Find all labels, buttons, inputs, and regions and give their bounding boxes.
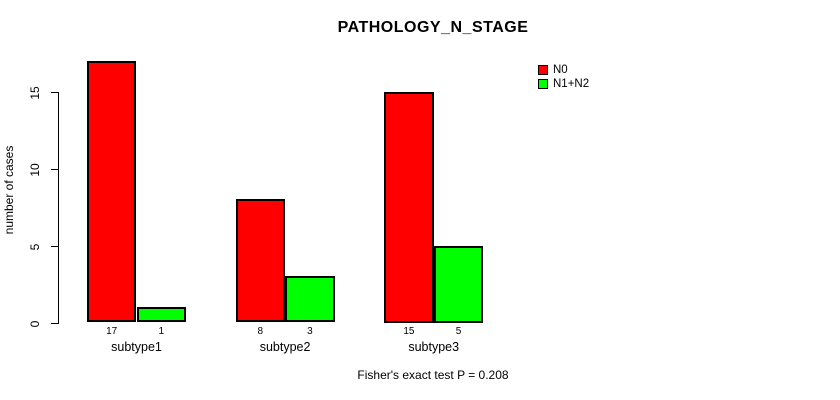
- legend-swatch-n0: [538, 65, 548, 75]
- y-axis-tick: [50, 322, 58, 325]
- y-axis-tick: [50, 91, 58, 94]
- category-label-subtype2: subtype2: [259, 340, 311, 354]
- bar-n0-subtype3: [384, 91, 434, 323]
- bar-n0-subtype1: [86, 60, 137, 323]
- category-label-subtype3: subtype3: [408, 340, 460, 354]
- bar-n1+n2-subtype2: [285, 276, 335, 323]
- bar-n1+n2-subtype1: [136, 307, 187, 323]
- legend-label-n0: N0: [553, 64, 568, 76]
- y-axis-label: number of cases: [2, 145, 16, 235]
- y-axis-tick: [50, 245, 58, 248]
- bar-count-label: 17: [106, 326, 118, 337]
- bar-count-label: 8: [257, 326, 264, 337]
- y-axis-tick-label: 0: [28, 320, 42, 327]
- legend-item-n1n2: N1+N2: [538, 77, 589, 91]
- chart-title: PATHOLOGY_N_STAGE: [337, 19, 529, 36]
- y-axis-tick-label: 10: [28, 162, 42, 177]
- bar-count-label: 3: [307, 326, 313, 337]
- category-label-subtype1: subtype1: [111, 340, 162, 354]
- fisher-test-annotation: Fisher's exact test P = 0.208: [357, 368, 509, 382]
- legend-label-n1n2: N1+N2: [553, 78, 590, 90]
- bar-n1+n2-subtype3: [433, 245, 484, 323]
- bar-count-label: 5: [455, 326, 462, 337]
- y-axis-tick-label: 5: [28, 243, 42, 250]
- y-axis-line: [57, 91, 60, 325]
- legend: N0 N1+N2: [538, 63, 589, 91]
- bar-count-label: 15: [403, 326, 415, 337]
- bar-count-label: 1: [158, 326, 165, 337]
- legend-swatch-n1n2: [538, 79, 548, 89]
- y-axis-tick-label: 15: [28, 85, 42, 100]
- bar-n0-subtype2: [235, 199, 286, 323]
- legend-item-n0: N0: [538, 63, 589, 77]
- y-axis-tick: [50, 168, 58, 171]
